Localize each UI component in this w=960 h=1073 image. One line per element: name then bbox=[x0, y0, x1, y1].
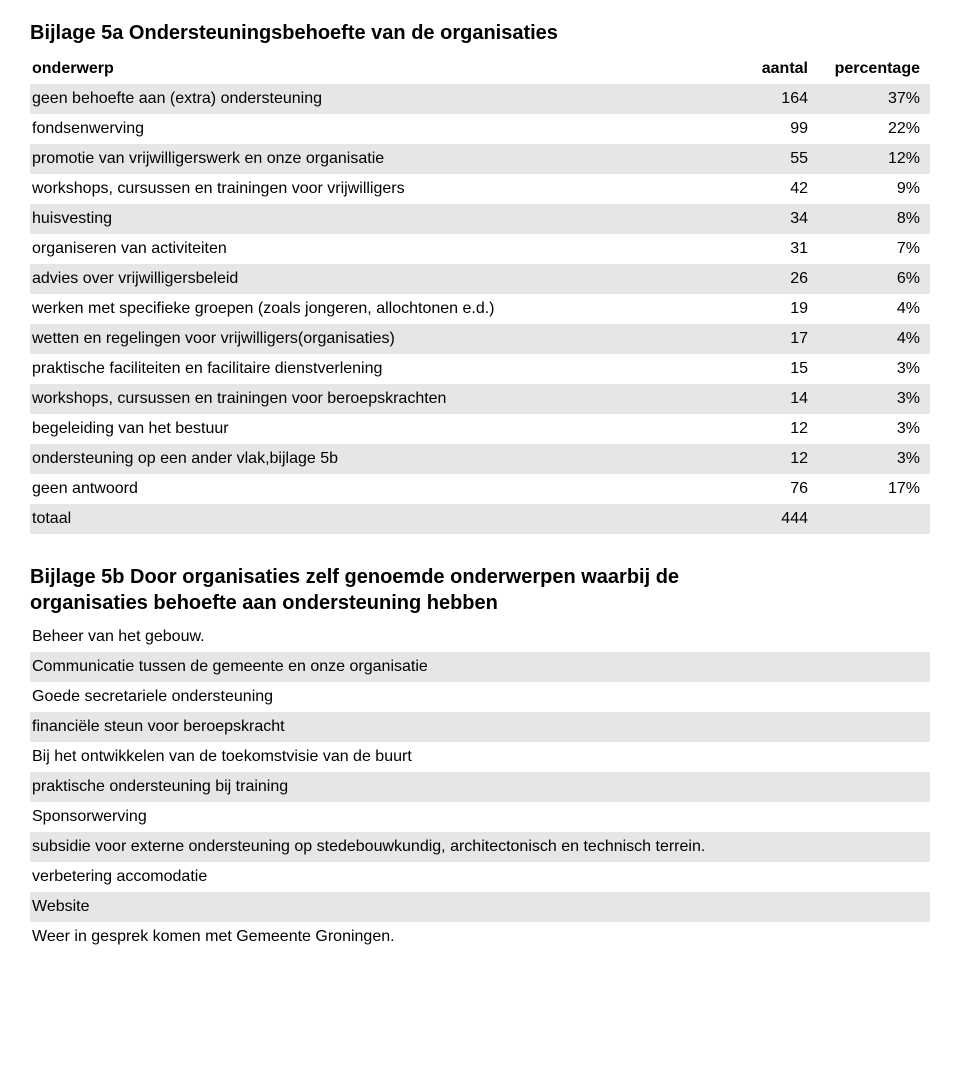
table-row: werken met specifieke groepen (zoals jon… bbox=[30, 294, 930, 324]
page-container: Bijlage 5a Ondersteuningsbehoefte van de… bbox=[0, 0, 960, 1012]
cell-label: wetten en regelingen voor vrijwilligers(… bbox=[30, 324, 706, 354]
table-row: totaal 444 bbox=[30, 504, 930, 534]
list-item-text: Communicatie tussen de gemeente en onze … bbox=[30, 652, 930, 682]
list-item-text: praktische ondersteuning bij training bbox=[30, 772, 930, 802]
cell-label: ondersteuning op een ander vlak,bijlage … bbox=[30, 444, 706, 474]
cell-pct: 37% bbox=[818, 84, 930, 114]
list-item: verbetering accomodatie bbox=[30, 862, 930, 892]
cell-pct: 17% bbox=[818, 474, 930, 504]
cell-pct: 7% bbox=[818, 234, 930, 264]
list-item-text: Weer in gesprek komen met Gemeente Groni… bbox=[30, 922, 930, 952]
list-item: Goede secretariele ondersteuning bbox=[30, 682, 930, 712]
table-row: begeleiding van het bestuur 12 3% bbox=[30, 414, 930, 444]
table-row: huisvesting 34 8% bbox=[30, 204, 930, 234]
cell-label: fondsenwerving bbox=[30, 114, 706, 144]
list-item: Beheer van het gebouw. bbox=[30, 622, 930, 652]
list-item-text: verbetering accomodatie bbox=[30, 862, 930, 892]
list-5b: Beheer van het gebouw. Communicatie tuss… bbox=[30, 622, 930, 952]
section-5a-title: Bijlage 5a Ondersteuningsbehoefte van de… bbox=[30, 20, 930, 46]
cell-pct: 6% bbox=[818, 264, 930, 294]
cell-aantal: 19 bbox=[706, 294, 818, 324]
cell-aantal: 444 bbox=[706, 504, 818, 534]
cell-aantal: 12 bbox=[706, 414, 818, 444]
cell-pct: 3% bbox=[818, 414, 930, 444]
cell-pct: 4% bbox=[818, 324, 930, 354]
cell-label: promotie van vrijwilligerswerk en onze o… bbox=[30, 144, 706, 174]
list-item: subsidie voor externe ondersteuning op s… bbox=[30, 832, 930, 862]
list-item-text: Beheer van het gebouw. bbox=[30, 622, 930, 652]
cell-pct: 3% bbox=[818, 444, 930, 474]
table-row: advies over vrijwilligersbeleid 26 6% bbox=[30, 264, 930, 294]
cell-label: workshops, cursussen en trainingen voor … bbox=[30, 174, 706, 204]
cell-label: begeleiding van het bestuur bbox=[30, 414, 706, 444]
section-5b-title: Bijlage 5b Door organisaties zelf genoem… bbox=[30, 564, 930, 616]
col-onderwerp: onderwerp bbox=[30, 54, 706, 84]
table-row: geen antwoord 76 17% bbox=[30, 474, 930, 504]
cell-aantal: 26 bbox=[706, 264, 818, 294]
table-row: workshops, cursussen en trainingen voor … bbox=[30, 174, 930, 204]
cell-label: geen antwoord bbox=[30, 474, 706, 504]
cell-pct: 22% bbox=[818, 114, 930, 144]
cell-aantal: 34 bbox=[706, 204, 818, 234]
table-5a: onderwerp aantal percentage geen behoeft… bbox=[30, 54, 930, 534]
cell-aantal: 31 bbox=[706, 234, 818, 264]
list-item-text: Goede secretariele ondersteuning bbox=[30, 682, 930, 712]
cell-label: werken met specifieke groepen (zoals jon… bbox=[30, 294, 706, 324]
list-item: Weer in gesprek komen met Gemeente Groni… bbox=[30, 922, 930, 952]
table-row: geen behoefte aan (extra) ondersteuning … bbox=[30, 84, 930, 114]
cell-aantal: 164 bbox=[706, 84, 818, 114]
list-item-text: subsidie voor externe ondersteuning op s… bbox=[30, 832, 930, 862]
table-row: fondsenwerving 99 22% bbox=[30, 114, 930, 144]
list-item: financiële steun voor beroepskracht bbox=[30, 712, 930, 742]
cell-label: geen behoefte aan (extra) ondersteuning bbox=[30, 84, 706, 114]
cell-pct bbox=[818, 504, 930, 534]
list-item-text: financiële steun voor beroepskracht bbox=[30, 712, 930, 742]
list-item: Communicatie tussen de gemeente en onze … bbox=[30, 652, 930, 682]
cell-pct: 8% bbox=[818, 204, 930, 234]
cell-aantal: 14 bbox=[706, 384, 818, 414]
cell-pct: 9% bbox=[818, 174, 930, 204]
list-item-text: Bij het ontwikkelen van de toekomstvisie… bbox=[30, 742, 930, 772]
cell-aantal: 42 bbox=[706, 174, 818, 204]
list-item: Sponsorwerving bbox=[30, 802, 930, 832]
cell-label: huisvesting bbox=[30, 204, 706, 234]
list-item: Bij het ontwikkelen van de toekomstvisie… bbox=[30, 742, 930, 772]
cell-pct: 12% bbox=[818, 144, 930, 174]
cell-aantal: 12 bbox=[706, 444, 818, 474]
cell-pct: 4% bbox=[818, 294, 930, 324]
table-row: workshops, cursussen en trainingen voor … bbox=[30, 384, 930, 414]
cell-label: praktische faciliteiten en facilitaire d… bbox=[30, 354, 706, 384]
table-row: wetten en regelingen voor vrijwilligers(… bbox=[30, 324, 930, 354]
section-5b-title-line2: organisaties behoefte aan ondersteuning … bbox=[30, 592, 498, 614]
cell-aantal: 76 bbox=[706, 474, 818, 504]
col-percentage: percentage bbox=[818, 54, 930, 84]
cell-aantal: 17 bbox=[706, 324, 818, 354]
table-row: ondersteuning op een ander vlak,bijlage … bbox=[30, 444, 930, 474]
table-row: promotie van vrijwilligerswerk en onze o… bbox=[30, 144, 930, 174]
section-5b-title-line1: Bijlage 5b Door organisaties zelf genoem… bbox=[30, 566, 679, 588]
cell-label: workshops, cursussen en trainingen voor … bbox=[30, 384, 706, 414]
cell-pct: 3% bbox=[818, 384, 930, 414]
list-item: praktische ondersteuning bij training bbox=[30, 772, 930, 802]
table-row: organiseren van activiteiten 31 7% bbox=[30, 234, 930, 264]
cell-aantal: 99 bbox=[706, 114, 818, 144]
table-5a-header-row: onderwerp aantal percentage bbox=[30, 54, 930, 84]
cell-aantal: 15 bbox=[706, 354, 818, 384]
table-row: praktische faciliteiten en facilitaire d… bbox=[30, 354, 930, 384]
cell-label: totaal bbox=[30, 504, 706, 534]
cell-label: advies over vrijwilligersbeleid bbox=[30, 264, 706, 294]
list-item: Website bbox=[30, 892, 930, 922]
list-item-text: Website bbox=[30, 892, 930, 922]
cell-aantal: 55 bbox=[706, 144, 818, 174]
cell-label: organiseren van activiteiten bbox=[30, 234, 706, 264]
list-item-text: Sponsorwerving bbox=[30, 802, 930, 832]
col-aantal: aantal bbox=[706, 54, 818, 84]
cell-pct: 3% bbox=[818, 354, 930, 384]
